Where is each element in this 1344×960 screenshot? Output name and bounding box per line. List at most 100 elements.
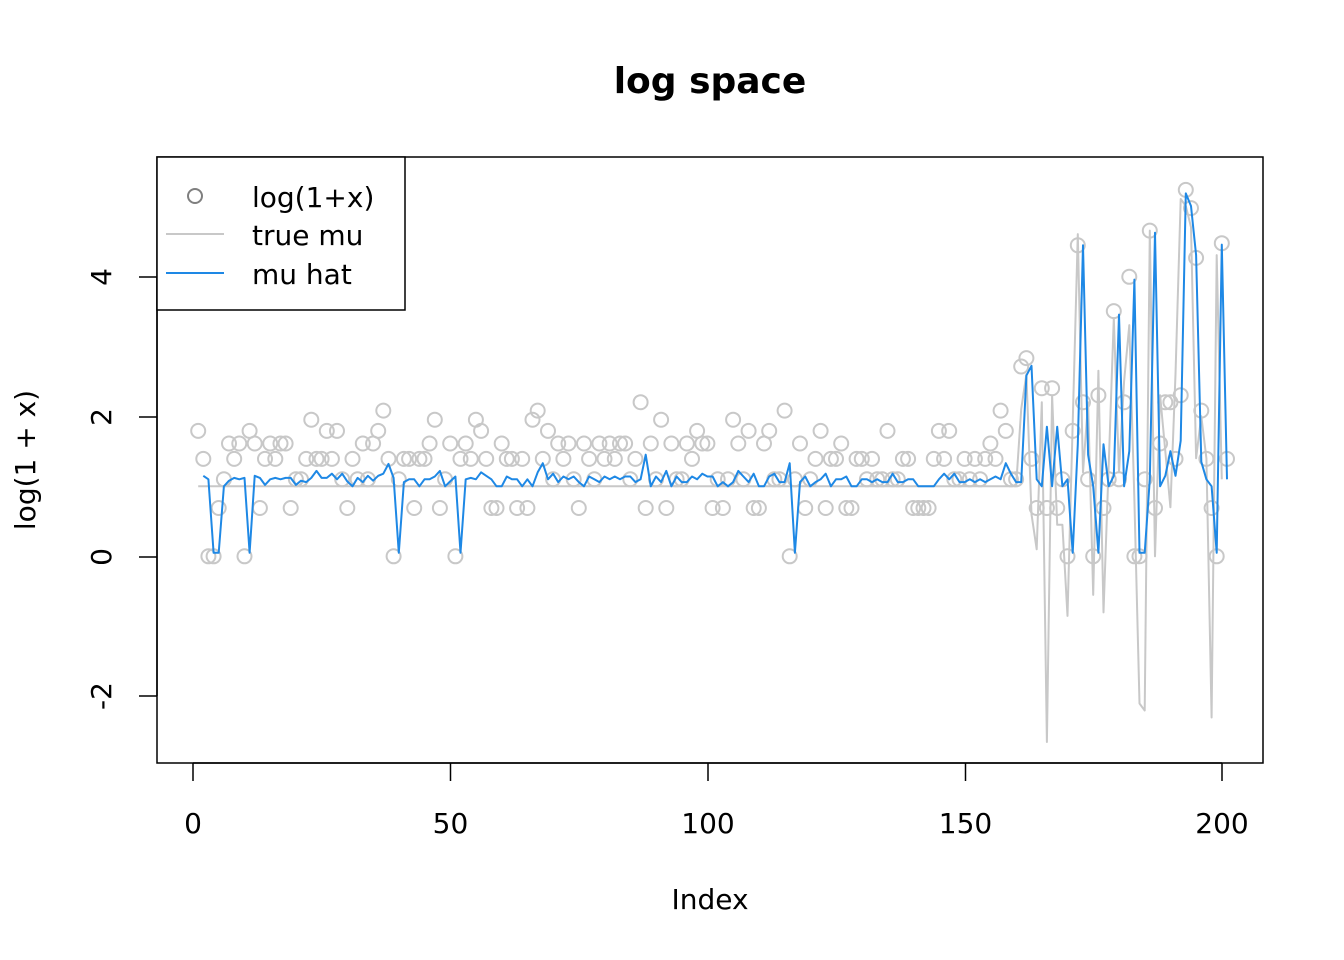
data-point — [714, 500, 731, 516]
data-point — [231, 435, 248, 452]
data-point — [987, 450, 1004, 467]
data-point — [1121, 268, 1138, 285]
mu-hat-layer — [202, 192, 1228, 554]
data-point — [1028, 500, 1045, 516]
data-point — [298, 450, 315, 467]
x-tick-label: 150 — [939, 807, 992, 840]
data-point — [385, 548, 402, 565]
data-point — [221, 435, 237, 452]
data-point — [1198, 450, 1215, 467]
data-point — [941, 422, 958, 439]
data-point — [1095, 500, 1112, 516]
data-point — [884, 471, 901, 488]
y-axis-label: log(1 + x) — [9, 390, 42, 530]
legend-point-marker — [187, 188, 203, 204]
data-point — [761, 422, 778, 439]
data-point — [750, 500, 767, 516]
data-point — [596, 450, 613, 467]
y-tick-label: 2 — [85, 408, 118, 426]
x-tick-label: 200 — [1195, 807, 1248, 840]
data-point — [951, 471, 968, 488]
y-tick-label: 4 — [85, 268, 118, 286]
data-point — [936, 450, 953, 467]
data-point — [740, 422, 757, 439]
x-axis: 0 50 100 150 200 — [184, 762, 1249, 840]
data-point — [1075, 394, 1091, 411]
data-point — [910, 500, 927, 516]
data-point — [282, 500, 299, 516]
legend-label-mu-hat: mu hat — [252, 258, 352, 291]
data-point — [1023, 450, 1040, 467]
data-point — [725, 411, 742, 428]
data-point — [637, 500, 654, 516]
data-point — [416, 450, 433, 467]
data-point — [627, 450, 644, 467]
data-point — [601, 435, 618, 452]
data-point — [817, 500, 834, 516]
x-axis-label: Index — [671, 883, 748, 916]
x-tick-label: 100 — [681, 807, 734, 840]
data-point — [272, 435, 289, 452]
data-point — [1059, 548, 1076, 565]
data-point — [354, 435, 371, 452]
data-point — [555, 450, 572, 467]
data-point — [447, 548, 464, 565]
data-point — [411, 450, 428, 467]
data-point — [200, 548, 217, 565]
data-point — [236, 548, 253, 565]
data-point — [982, 435, 999, 452]
data-point — [771, 471, 788, 488]
data-point — [1013, 358, 1030, 375]
data-point — [977, 450, 994, 467]
data-point — [1069, 237, 1086, 254]
data-point — [833, 435, 850, 452]
data-point — [869, 471, 886, 488]
data-point — [581, 450, 598, 467]
data-point — [663, 435, 680, 452]
data-point — [226, 450, 243, 467]
data-point — [529, 402, 546, 419]
legend-label-true-mu: true mu — [252, 219, 363, 252]
data-point — [807, 450, 824, 467]
y-tick-label: 0 — [85, 548, 118, 566]
data-point — [395, 450, 412, 467]
data-point — [493, 435, 510, 452]
data-point — [776, 402, 793, 419]
data-point — [1126, 548, 1143, 565]
data-point — [1033, 380, 1050, 397]
data-point — [894, 450, 911, 467]
data-point — [1049, 500, 1066, 516]
data-point — [930, 422, 947, 439]
data-point — [473, 422, 490, 439]
data-point — [678, 435, 695, 452]
data-point — [864, 450, 880, 467]
data-point — [920, 500, 937, 516]
data-point — [442, 435, 459, 452]
data-point — [519, 500, 536, 516]
data-point — [550, 435, 567, 452]
x-tick-label: 50 — [433, 807, 469, 840]
data-point — [257, 450, 273, 467]
data-point — [308, 450, 325, 467]
data-point — [390, 471, 407, 488]
data-point — [1203, 500, 1220, 516]
data-point — [452, 450, 469, 467]
data-point — [1090, 387, 1107, 404]
data-point — [704, 500, 721, 516]
data-point — [478, 450, 495, 467]
data-point — [1018, 350, 1035, 367]
data-point — [303, 411, 320, 428]
legend: log(1+x) true mu mu hat — [156, 156, 406, 311]
y-axis: 4 2 0 -2 — [85, 268, 158, 710]
data-point — [622, 471, 639, 488]
data-point — [946, 471, 963, 488]
data-point — [915, 500, 932, 516]
data-point — [642, 435, 659, 452]
data-point — [812, 422, 829, 439]
data-point — [848, 450, 865, 467]
data-point — [1141, 222, 1158, 239]
data-point — [406, 500, 423, 516]
x-tick-label: 0 — [184, 807, 202, 840]
data-point — [1038, 500, 1055, 516]
data-point — [961, 471, 978, 488]
